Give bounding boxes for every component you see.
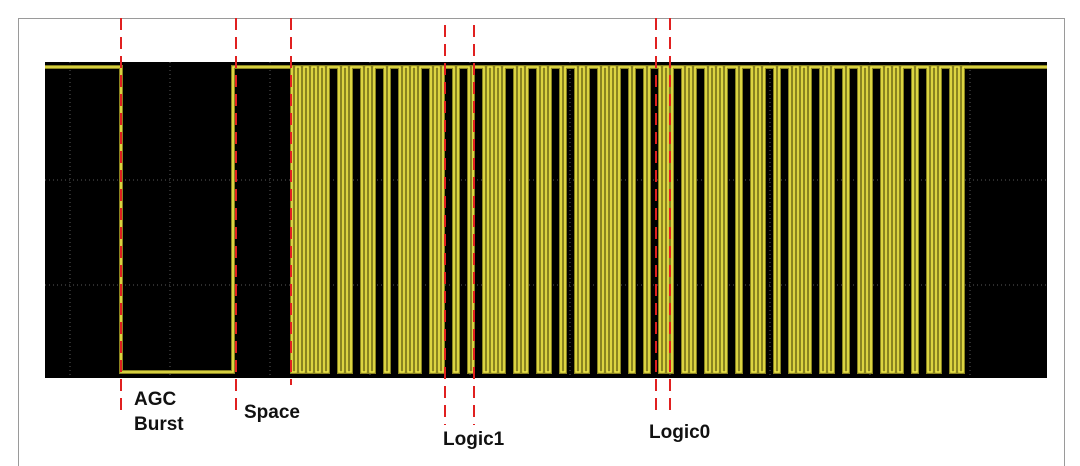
label-space: Space <box>244 402 300 423</box>
label-burst: Burst <box>134 414 184 435</box>
label-logic0: Logic0 <box>649 422 710 443</box>
label-agc: AGC <box>134 389 177 410</box>
diagram: AGC Burst Space Logic1 Logic0 <box>0 0 1080 466</box>
label-logic1: Logic1 <box>443 429 505 450</box>
